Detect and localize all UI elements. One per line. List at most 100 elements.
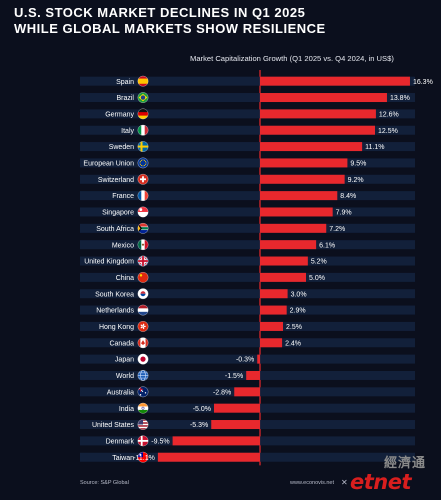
flag-sweden-icon [137,141,149,153]
bar-row: Australia -2.8% [80,386,415,398]
bar-track [80,109,415,119]
country-label: South Korea [95,291,134,298]
bar [260,256,308,266]
bar-row: China 5.0% [80,271,415,283]
bar-track [80,142,415,152]
bar-track [80,305,415,315]
watermark-logo: etnet [350,470,412,494]
country-label: World [116,373,134,380]
bar-row: United Kingdom 5.2% [80,255,415,267]
bar-track [80,191,415,201]
bar-row: Switzerland 9.2% [80,173,415,185]
value-label: 11.1% [365,144,384,151]
bar-row: European Union 9.5% [80,157,415,169]
flag-spain-icon [137,75,149,87]
country-label: United Kingdom [84,259,134,266]
bar-row: France 8.4% [80,190,415,202]
bar [260,158,348,168]
bar-track [80,125,415,135]
value-label: 7.9% [336,210,352,217]
flag-mexico-icon [137,239,149,251]
country-label: India [119,406,134,413]
country-label: European Union [83,161,134,168]
country-label: Japan [115,357,134,364]
value-label: 3.0% [291,291,307,298]
flag-hong-kong-icon [137,320,149,332]
chart-subtitle: Market Capitalization Growth (Q1 2025 vs… [190,54,394,63]
bar-row: Sweden 11.1% [80,141,415,153]
bar-row: Hong Kong 2.5% [80,320,415,332]
value-label: 5.0% [309,275,325,282]
country-label: Singapore [102,210,134,217]
country-label: Sweden [109,144,134,151]
source-note: Source: S&P Global [80,480,129,486]
bar-track [80,240,415,250]
country-label: Denmark [106,438,135,445]
bar-row: Spain 16.3% [80,75,433,87]
bar [260,305,287,315]
bar-row: Japan -0.3% [80,353,415,365]
bar [260,223,327,233]
bar [260,240,317,250]
bar [172,436,260,446]
country-label: Mexico [112,242,134,249]
country-label: Italy [121,128,134,135]
flag-switzerland-icon [137,173,149,185]
flag-china-icon [137,271,149,283]
bar-row: United States -5.3% [80,419,415,430]
watermark-chinese-logo: 經濟通 [384,456,427,471]
flag-south-korea-icon [137,288,149,300]
bar-track [80,321,415,331]
flag-netherlands-icon [137,304,149,316]
bar-track [80,207,415,217]
country-label: United States [92,422,135,429]
country-label: Hong Kong [99,324,134,331]
value-label: -1.5% [225,373,243,380]
flag-taiwan-icon [137,451,149,463]
bar-track [80,174,415,184]
value-label: 5.2% [311,259,327,266]
bar-track [80,289,415,299]
bar [157,452,260,462]
value-label: 9.2% [348,177,364,184]
bar [260,142,363,152]
value-label: 12.5% [378,128,398,135]
value-label: -9.5% [151,438,169,445]
bar-row: Taiwan -11.1% [80,451,415,463]
value-label: 2.5% [286,324,302,331]
flag-france-icon [137,190,149,202]
country-label: Switzerland [98,177,134,184]
bar-row: World -1.5% [80,370,415,381]
country-label: Netherlands [96,308,134,315]
value-label: 7.2% [329,226,345,233]
flag-uk-icon [137,255,149,267]
bar [260,321,283,331]
value-label: 2.4% [285,340,301,347]
bar [211,420,260,430]
bar-row: Germany 12.6% [80,108,415,120]
value-label: -0.3% [236,357,254,364]
value-label: -2.8% [213,389,231,396]
bar-track [80,223,415,233]
flag-south-africa-icon [137,222,149,234]
bar-row: Italy 12.5% [80,124,415,136]
flag-india-icon [137,402,149,414]
value-label: -11.1% [133,455,155,462]
bar-row: Mexico 6.1% [80,239,415,251]
bar [246,370,260,380]
value-label: 16.3% [413,79,433,86]
bar [260,109,376,119]
country-label: Taiwan [112,455,134,462]
bar-track [80,272,415,282]
bar [260,289,288,299]
bar-row: Singapore 7.9% [80,206,415,218]
value-label: 13.8% [390,95,410,102]
bar-track [80,93,415,103]
flag-usa-icon [137,419,149,430]
country-label: Spain [116,79,134,86]
flag-italy-icon [137,124,149,136]
bar-row: South Korea 3.0% [80,288,415,300]
bar [257,354,260,364]
value-label: 6.1% [319,242,335,249]
